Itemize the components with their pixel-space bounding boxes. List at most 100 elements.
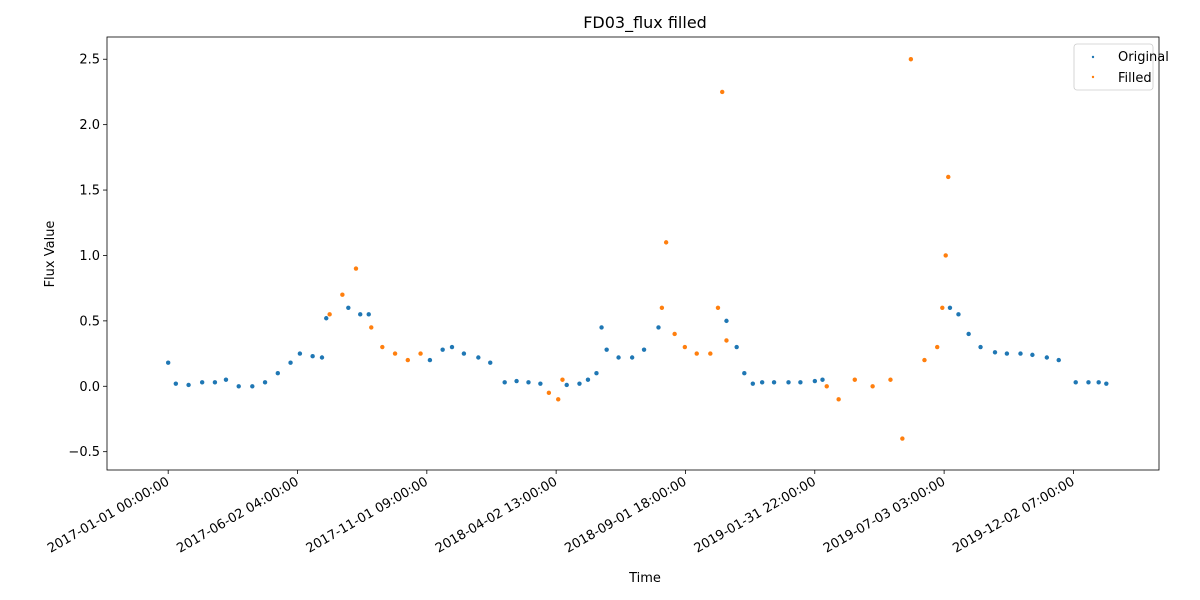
data-point-original <box>1104 381 1109 386</box>
y-tick-label: 2.0 <box>79 118 100 133</box>
data-point-filled <box>922 357 927 363</box>
data-point-filled <box>946 174 951 180</box>
data-point-original <box>173 381 179 386</box>
data-point-original <box>812 378 818 384</box>
data-point-original <box>564 382 569 388</box>
data-point-original <box>798 380 803 385</box>
data-point-original <box>250 384 255 389</box>
data-point-filled <box>327 312 332 317</box>
data-point-original <box>1086 380 1091 385</box>
data-point-original <box>1018 351 1023 356</box>
data-point-filled <box>663 240 669 245</box>
data-point-original <box>461 351 467 356</box>
data-point-filled <box>852 377 857 382</box>
data-point-original <box>734 344 739 350</box>
y-axis: −0.5 0.0 0.5 1.0 1.5 2.0 2.5 <box>68 53 107 460</box>
data-point-filled <box>353 266 359 271</box>
y-tick-label: 2.5 <box>79 53 100 68</box>
data-point-original <box>165 360 171 365</box>
data-point-original <box>427 357 433 363</box>
data-point-original <box>1004 351 1010 356</box>
data-point-filled <box>418 351 423 356</box>
data-point-filled <box>556 397 561 402</box>
data-point-original <box>750 381 756 386</box>
data-point-filled <box>720 89 725 95</box>
data-point-filled <box>560 377 565 382</box>
chart-title: FD03_flux filled <box>583 13 707 33</box>
data-point-original <box>297 351 303 356</box>
data-point-original <box>514 378 519 384</box>
data-point-original <box>526 380 531 385</box>
data-point-filled <box>724 338 729 343</box>
data-point-filled <box>708 351 713 356</box>
data-point-original <box>656 325 661 330</box>
data-point-filled <box>369 325 374 330</box>
data-point-filled <box>824 384 829 389</box>
y-tick-label: 0.5 <box>79 314 100 329</box>
data-point-original <box>358 312 363 317</box>
data-point-original <box>538 381 543 386</box>
y-axis-label: Flux Value <box>43 221 58 288</box>
data-point-original <box>577 381 582 386</box>
data-point-original <box>742 371 747 376</box>
data-point-filled <box>900 436 905 441</box>
data-point-filled <box>659 305 665 310</box>
data-point-filled <box>405 357 411 363</box>
legend-box <box>1073 43 1154 91</box>
data-point-filled <box>888 377 893 382</box>
data-point-filled <box>546 390 552 396</box>
data-point-filled <box>672 331 677 337</box>
data-point-original <box>275 371 280 376</box>
data-point-original <box>502 380 507 385</box>
data-point-original <box>310 353 315 359</box>
data-point-original <box>820 377 825 382</box>
data-point-original <box>966 331 971 337</box>
data-point-original <box>262 380 268 385</box>
data-point-original <box>1073 380 1078 385</box>
data-point-filled <box>392 351 398 356</box>
y-tick-label: −0.5 <box>68 445 100 460</box>
data-point-original <box>199 380 205 385</box>
data-point-original <box>759 380 765 385</box>
legend-label-filled: Filled <box>1118 71 1152 86</box>
data-point-filled <box>943 253 948 258</box>
data-point-original <box>724 318 729 324</box>
data-point-original <box>585 377 591 382</box>
data-point-filled <box>682 344 688 350</box>
data-point-original <box>319 355 325 360</box>
data-point-original <box>288 360 293 365</box>
data-point-original <box>324 316 329 321</box>
x-axis-label: Time <box>628 571 661 586</box>
data-point-filled <box>940 305 945 310</box>
data-point-original <box>186 382 191 388</box>
data-point-original <box>346 305 351 310</box>
data-point-original <box>956 312 961 317</box>
data-point-filled <box>340 292 345 297</box>
data-point-original <box>594 371 599 376</box>
y-tick-label: 0.0 <box>79 380 100 395</box>
data-point-original <box>978 344 983 350</box>
data-point-filled <box>715 305 721 310</box>
data-point-original <box>236 384 241 389</box>
data-point-original <box>488 360 493 365</box>
data-point-filled <box>870 384 875 389</box>
series-original-points <box>165 305 1109 389</box>
y-tick-label: 1.0 <box>79 249 100 264</box>
data-point-original <box>1096 380 1101 385</box>
data-point-original <box>212 380 218 385</box>
y-tick-label: 1.5 <box>79 184 100 199</box>
data-point-original <box>992 350 998 355</box>
data-point-original <box>786 380 791 385</box>
data-point-original <box>1056 357 1061 363</box>
data-point-original <box>476 355 481 360</box>
plot-frame <box>106 36 1160 471</box>
legend: Original Filled <box>1073 43 1169 91</box>
data-point-original <box>223 377 229 382</box>
data-point-original <box>366 312 371 317</box>
data-point-filled <box>694 351 699 356</box>
data-point-original <box>947 305 953 310</box>
data-point-original <box>771 380 777 385</box>
data-point-original <box>1030 352 1035 358</box>
